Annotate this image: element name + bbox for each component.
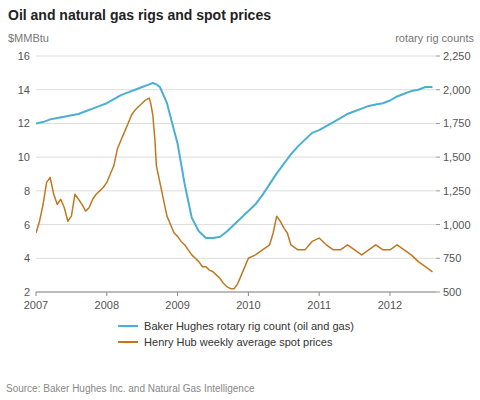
x-tick-label: 2007 <box>24 299 48 311</box>
grid-line <box>36 258 436 259</box>
y2-tick <box>436 157 440 158</box>
grid-line <box>36 89 436 90</box>
y2-tick-label: 1,750 <box>443 117 471 129</box>
annotation: Source: Baker Hughes Inc. and Natural Ga… <box>6 383 255 394</box>
y2-tick-label: 1,250 <box>443 185 471 197</box>
y2-tick-label: 1,000 <box>443 219 471 231</box>
x-tick <box>36 292 37 296</box>
x-tick <box>106 292 107 296</box>
y-tick-label: 4 <box>24 252 30 264</box>
x-tick <box>389 292 390 296</box>
y-tick-label: 8 <box>24 185 30 197</box>
grid-line <box>36 56 436 57</box>
lines <box>36 83 432 289</box>
grid <box>36 56 436 292</box>
x-tick <box>177 292 178 296</box>
y2-tick <box>436 292 440 293</box>
y2-tick <box>436 123 440 124</box>
y2-axis-label: rotary rig counts <box>395 32 474 44</box>
page: {"chart_data": { "type": "line", "title"… <box>0 0 480 400</box>
x-tick-label: 2012 <box>378 299 402 311</box>
y2-tick <box>436 258 440 259</box>
y-tick-label: 10 <box>18 151 30 163</box>
legend-swatch <box>118 325 138 327</box>
y2-tick <box>436 190 440 191</box>
grid-line <box>36 190 436 191</box>
y2-tick-label: 750 <box>443 252 461 264</box>
y-tick-label: 2 <box>24 286 30 298</box>
x-tick-label: 2009 <box>165 299 189 311</box>
x-tick <box>248 292 249 296</box>
grid-line <box>36 292 436 293</box>
y2-tick-label: 2,250 <box>443 50 471 62</box>
series-line <box>36 98 432 288</box>
y2-tick <box>436 224 440 225</box>
x-tick-label: 2010 <box>236 299 260 311</box>
x-tick-label: 2011 <box>307 299 331 311</box>
title: Oil and natural gas rigs and spot prices <box>8 7 271 23</box>
y-tick-label: 16 <box>18 50 30 62</box>
legend: Baker Hughes rotary rig count (oil and g… <box>118 320 354 348</box>
grid-line <box>36 123 436 124</box>
y-tick-label: 12 <box>18 117 30 129</box>
y-tick-label: 14 <box>18 84 30 96</box>
x-axis-line <box>36 292 436 293</box>
y-tick-label: 6 <box>24 219 30 231</box>
x-tick <box>319 292 320 296</box>
y2-tick <box>436 56 440 57</box>
y2-tick <box>436 89 440 90</box>
legend-label: Baker Hughes rotary rig count (oil and g… <box>144 320 354 332</box>
grid-line <box>36 157 436 158</box>
y2-tick-label: 1,500 <box>443 151 471 163</box>
y2-tick-label: 2,000 <box>443 84 471 96</box>
y2-tick-label: 500 <box>443 286 461 298</box>
legend-swatch <box>118 341 138 343</box>
x-tick-label: 2008 <box>95 299 119 311</box>
series-line <box>36 83 432 238</box>
y-axis-label: $MMBtu <box>8 32 49 44</box>
chart: Oil and natural gas rigs and spot prices… <box>0 0 480 400</box>
legend-label: Henry Hub weekly average spot prices <box>144 336 333 348</box>
